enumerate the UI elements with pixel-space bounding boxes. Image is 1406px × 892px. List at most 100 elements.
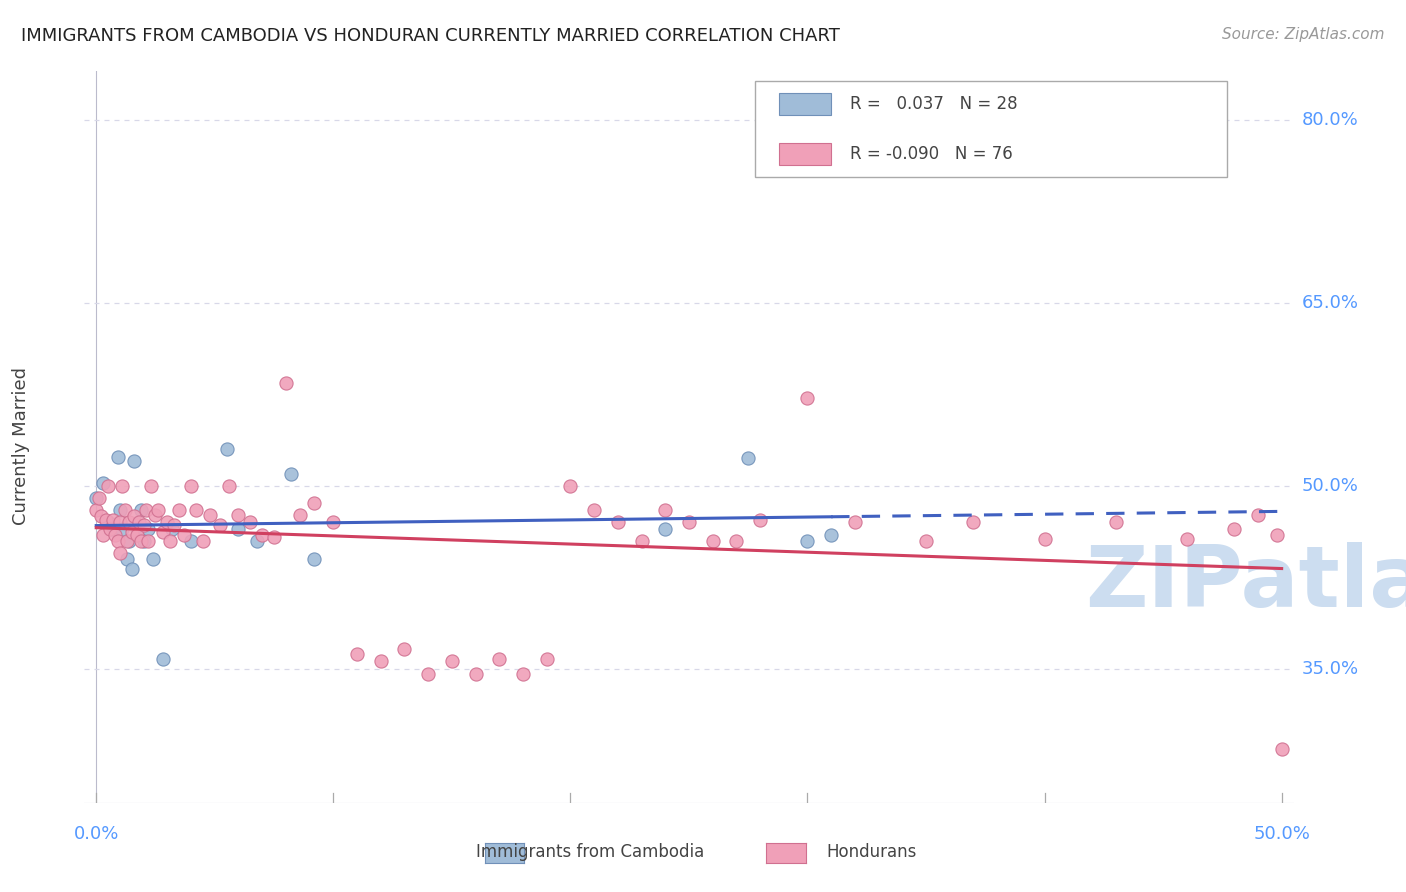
Point xyxy=(94,513,117,527)
Point xyxy=(146,503,169,517)
Point xyxy=(346,647,368,661)
Point xyxy=(129,503,152,517)
Point xyxy=(152,652,174,666)
FancyBboxPatch shape xyxy=(755,81,1227,178)
Point xyxy=(167,503,190,517)
Point xyxy=(159,533,181,548)
Point xyxy=(228,521,250,535)
Point xyxy=(263,530,285,544)
Point xyxy=(737,450,759,465)
Point xyxy=(145,508,167,522)
Point xyxy=(215,442,238,457)
Point xyxy=(440,654,463,668)
Point xyxy=(654,503,676,517)
Point xyxy=(114,503,136,517)
Point xyxy=(280,467,302,481)
Point xyxy=(394,642,416,657)
Point xyxy=(91,527,114,541)
Point xyxy=(121,562,143,576)
Point xyxy=(304,552,326,566)
Text: Source: ZipAtlas.com: Source: ZipAtlas.com xyxy=(1222,27,1385,42)
Point xyxy=(915,533,938,548)
Text: 50.0%: 50.0% xyxy=(1302,477,1358,495)
Point xyxy=(288,508,311,522)
Point xyxy=(1175,533,1198,547)
Point xyxy=(560,479,582,493)
Point xyxy=(111,521,134,535)
Point xyxy=(678,516,700,530)
Text: IMMIGRANTS FROM CAMBODIA VS HONDURAN CURRENTLY MARRIED CORRELATION CHART: IMMIGRANTS FROM CAMBODIA VS HONDURAN CUR… xyxy=(21,27,839,45)
Point xyxy=(97,516,120,530)
Point xyxy=(488,652,510,666)
Point xyxy=(91,476,114,491)
Point xyxy=(108,546,131,560)
Point xyxy=(121,525,143,540)
Point xyxy=(654,521,676,535)
Point xyxy=(128,516,150,530)
Point xyxy=(749,513,772,527)
Point xyxy=(322,516,344,530)
Point xyxy=(104,527,127,541)
Point xyxy=(160,521,183,535)
Point xyxy=(132,533,155,548)
Point xyxy=(198,508,221,522)
Point xyxy=(1265,527,1288,541)
Point xyxy=(1105,516,1128,530)
Point xyxy=(370,654,392,668)
Point xyxy=(108,503,131,517)
Point xyxy=(107,533,129,548)
Point xyxy=(87,491,110,505)
Point xyxy=(101,513,124,527)
Text: 50.0%: 50.0% xyxy=(1253,825,1310,843)
Point xyxy=(115,552,138,566)
Point xyxy=(630,533,652,548)
Point xyxy=(97,479,120,493)
Point xyxy=(118,516,141,530)
Point xyxy=(418,666,440,681)
Point xyxy=(464,666,486,681)
Point xyxy=(1223,521,1246,535)
Point xyxy=(702,533,724,548)
Point xyxy=(152,525,174,540)
Point xyxy=(139,479,162,493)
Point xyxy=(180,479,202,493)
Point xyxy=(100,521,122,535)
Point xyxy=(228,508,250,522)
Point xyxy=(84,491,107,505)
Point xyxy=(184,503,207,517)
Point xyxy=(129,533,152,548)
Point xyxy=(118,533,141,548)
Point xyxy=(725,533,748,548)
Point xyxy=(173,527,195,541)
Point xyxy=(606,516,628,530)
Point xyxy=(796,533,818,548)
Point xyxy=(796,391,818,405)
Text: 35.0%: 35.0% xyxy=(1302,660,1360,678)
Point xyxy=(844,516,866,530)
Text: 80.0%: 80.0% xyxy=(1302,112,1358,129)
Point xyxy=(90,509,112,524)
Point xyxy=(122,454,145,468)
Text: 0.0%: 0.0% xyxy=(73,825,120,843)
Point xyxy=(274,376,297,391)
Point xyxy=(163,517,186,532)
Point xyxy=(115,533,138,548)
Point xyxy=(108,516,131,530)
Point xyxy=(820,527,842,541)
Point xyxy=(111,479,134,493)
Point xyxy=(107,450,129,464)
Point xyxy=(512,666,534,681)
Point xyxy=(218,479,240,493)
Point xyxy=(156,516,179,530)
Point xyxy=(125,527,148,541)
Text: R = -0.090   N = 76: R = -0.090 N = 76 xyxy=(851,145,1012,163)
Point xyxy=(208,517,231,532)
Point xyxy=(125,521,148,535)
Point xyxy=(239,516,262,530)
Point xyxy=(138,533,160,548)
Point xyxy=(304,496,326,510)
Point xyxy=(122,509,145,524)
Bar xyxy=(779,94,831,115)
Point xyxy=(132,517,155,532)
Point xyxy=(135,503,157,517)
